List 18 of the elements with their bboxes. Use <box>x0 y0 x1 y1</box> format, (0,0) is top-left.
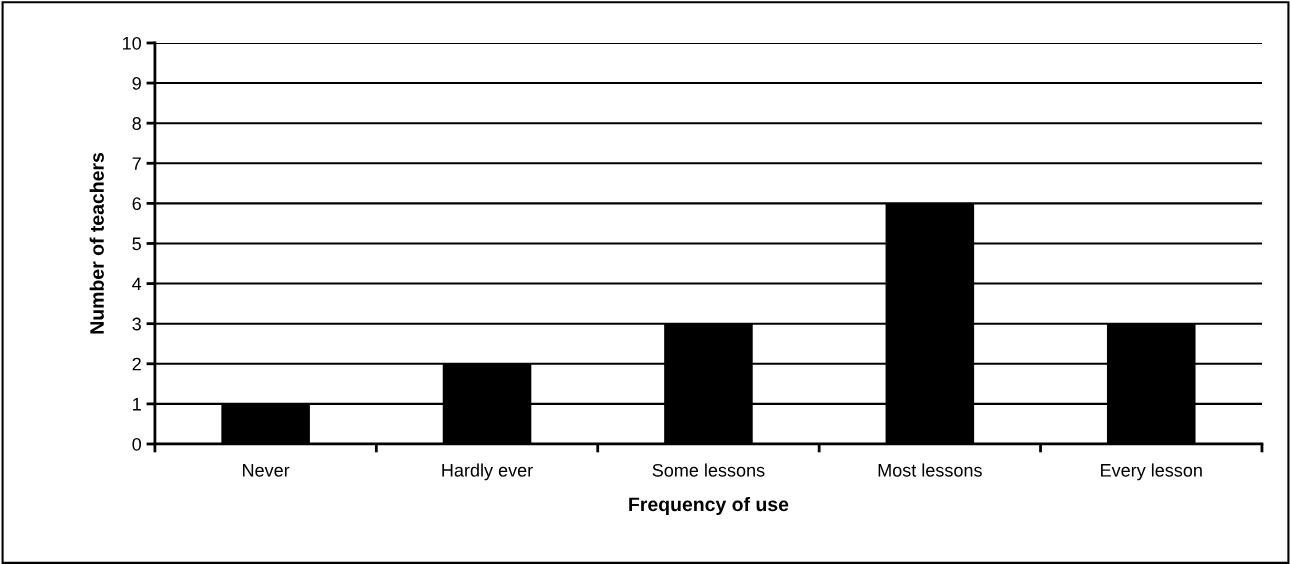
y-tick-label: 2 <box>132 357 141 371</box>
y-tick-label: 3 <box>132 317 141 331</box>
x-tick-label: Every lesson <box>1101 463 1202 481</box>
y-tick-label: 1 <box>133 398 141 411</box>
y-tick-label: 9 <box>132 77 141 90</box>
y-tick-label: 8 <box>132 117 141 130</box>
y-tick-label: 7 <box>132 157 141 170</box>
y-tick-label: 4 <box>132 277 142 291</box>
x-axis-title: Frequency of use <box>629 496 789 516</box>
y-tick-label: 0 <box>132 437 142 451</box>
y-tick-label: 10 <box>123 36 142 50</box>
x-tick-label: Hardly ever <box>442 463 533 481</box>
x-tick-label: Never <box>243 464 290 477</box>
y-tick-label: 6 <box>132 197 141 211</box>
y-axis-title: Number of teachers <box>89 152 104 334</box>
y-tick-label: 5 <box>132 237 141 251</box>
x-tick-label: Most lessons <box>878 463 982 477</box>
x-tick-label: Some lessons <box>652 463 765 477</box>
